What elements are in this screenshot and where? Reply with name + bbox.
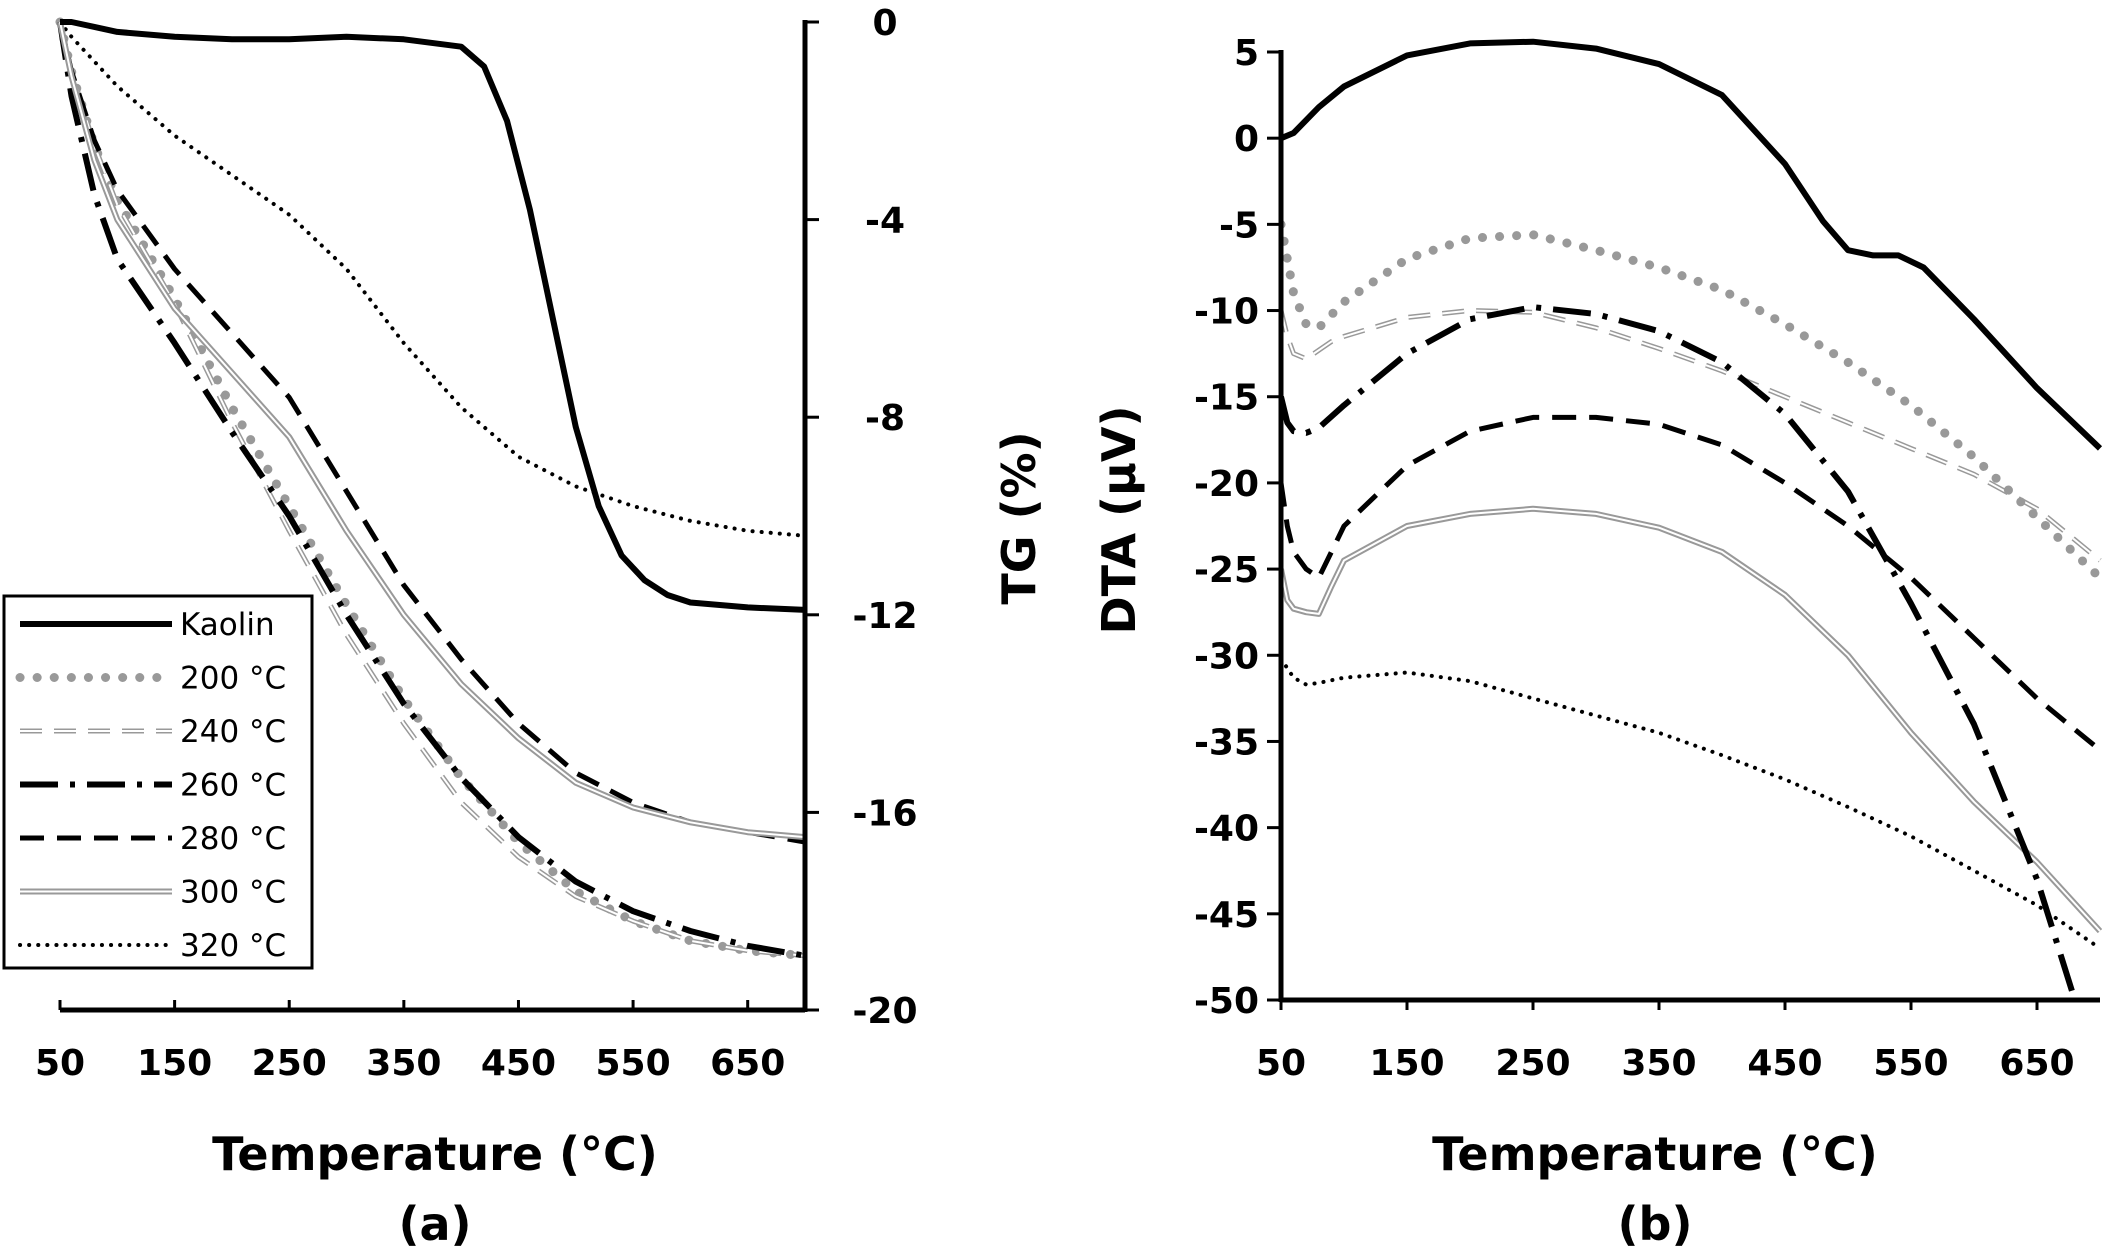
dta-x-tick-label: 250 [1495, 1043, 1570, 1084]
dta-y-tick-label: -30 [1194, 636, 1259, 677]
legend-item-240-c: 240 °C [20, 714, 286, 750]
dta-series-320-c [1281, 656, 2102, 951]
tg-series-240-c-stroke [59, 21, 806, 957]
tg-y-tick-label: 0 [872, 3, 897, 44]
dta-chart: 50 150 250 350 450 550 65050-5-10-15-20-25-30-… [1092, 33, 2102, 1251]
tg-x-tick-label: 650 [710, 1043, 785, 1084]
dta-series-240-c-stroke [1281, 309, 2101, 562]
dta-series-clip [1281, 38, 2102, 1000]
legend-label: 320 °C [180, 928, 286, 964]
dta-series-260-c-stroke [1281, 304, 2078, 1000]
dta-x-tick-label: 150 [1369, 1043, 1444, 1084]
tg-axes: 50 150 250 350 450 550 650 0 -4 -8 -12 -16 -20 [35, 3, 918, 1084]
legend-label: 200 °C [180, 661, 286, 697]
panel-label-b: (b) [1618, 1197, 1693, 1251]
dta-series-group [1281, 38, 2102, 1000]
dta-y-tick-label: -45 [1194, 895, 1259, 936]
tg-series-260-c-stroke [57, 21, 806, 959]
tg-series-kaolin [60, 19, 806, 613]
dta-series-260-c [1281, 304, 2078, 1000]
tg-y-tick-label: -4 [865, 201, 905, 242]
tg-y-tick-label: -8 [865, 398, 905, 439]
tg-series-320-c-stroke [58, 20, 807, 538]
dta-series-300-c [1281, 505, 2102, 934]
dta-x-tick-label: 450 [1747, 1043, 1822, 1084]
tg-y-tick-label: -20 [852, 991, 917, 1032]
dta-series-200-c [1281, 219, 2102, 583]
tg-y-tick-label: -16 [852, 793, 917, 834]
dta-axes: 50 150 250 350 450 550 65050-5-10-15-20-25-30-… [1194, 33, 2100, 1084]
tg-series-320-c [58, 20, 807, 538]
legend-label: 260 °C [180, 768, 286, 804]
dta-series-320-c-stroke [1281, 656, 2102, 951]
legend-item-kaolin: Kaolin [20, 607, 275, 643]
dta-x-tick-label: 550 [1873, 1043, 1948, 1084]
tg-x-tick-label: 450 [481, 1043, 556, 1084]
dta-series-240-c [1281, 308, 2102, 563]
dta-y-tick-label: -40 [1194, 809, 1259, 850]
legend-item-260-c: 260 °C [20, 768, 286, 804]
legend-item-200-c: 200 °C [15, 661, 286, 697]
dta-y-tick-label: -25 [1194, 550, 1259, 591]
dta-y-tick-label: 5 [1234, 33, 1259, 74]
tg-x-tick-label: 150 [137, 1043, 212, 1084]
tg-x-tick-label: 350 [366, 1043, 441, 1084]
dta-y-tick-label: -20 [1194, 464, 1259, 505]
dta-series-kaolin-stroke [1281, 38, 2102, 451]
legend: Kaolin 200 °C 240 °C 260 °C 280 °C 300 °C 320 … [2, 594, 314, 970]
tg-x-axis-title: Temperature (°C) [212, 1127, 658, 1181]
tg-series-300-c-stroke [59, 21, 806, 839]
legend-label: Kaolin [180, 607, 275, 643]
tg-series-kaolin-stroke [60, 19, 806, 613]
tg-series-240-c [57, 21, 806, 959]
tg-y-tick-label: -12 [852, 596, 917, 637]
legend-label: 300 °C [180, 875, 286, 911]
dta-series-280-c-stroke [1281, 414, 2102, 753]
tg-x-tick-label: 550 [595, 1043, 670, 1084]
dta-y-tick-label: 0 [1234, 119, 1259, 160]
dta-y-tick-label: -35 [1194, 722, 1259, 763]
legend-item-300-c: 300 °C [20, 875, 286, 911]
tg-chart: 50 150 250 350 450 550 650 0 -4 -8 -12 -16 -20 Tempe… [2, 3, 1046, 1251]
legend-label: 280 °C [180, 821, 286, 857]
tg-x-tick-label: 50 [35, 1043, 85, 1084]
dta-y-tick-label: -15 [1194, 378, 1259, 419]
dta-y-axis-title: DTA (μV) [1092, 405, 1146, 634]
dta-series-200-c-stroke [1281, 219, 2102, 583]
legend-item-280-c: 280 °C [20, 821, 286, 857]
dta-x-axis-title: Temperature (°C) [1432, 1127, 1878, 1181]
dta-x-tick-label: 50 [1256, 1043, 1306, 1084]
dta-series-300-c-stroke [1281, 505, 2102, 934]
tg-series-group [55, 17, 810, 961]
dta-x-tick-label: 650 [1999, 1043, 2074, 1084]
dta-series-kaolin [1281, 38, 2102, 451]
tg-x-tick-label: 250 [252, 1043, 327, 1084]
legend-item-320-c: 320 °C [18, 928, 286, 964]
dta-series-300-c-stroke [1281, 507, 2101, 932]
dta-y-tick-label: -5 [1219, 205, 1259, 246]
dta-x-tick-label: 350 [1621, 1043, 1696, 1084]
tg-series-300-c [57, 21, 806, 841]
panel-label-a: (a) [398, 1197, 471, 1251]
tg-y-axis-title: TG (%) [992, 431, 1046, 604]
tg-series-260-c [57, 21, 806, 959]
dta-y-tick-label: -10 [1194, 292, 1259, 333]
dta-y-tick-label: -50 [1194, 981, 1259, 1022]
dta-series-280-c [1281, 414, 2102, 753]
legend-label: 240 °C [180, 714, 286, 750]
